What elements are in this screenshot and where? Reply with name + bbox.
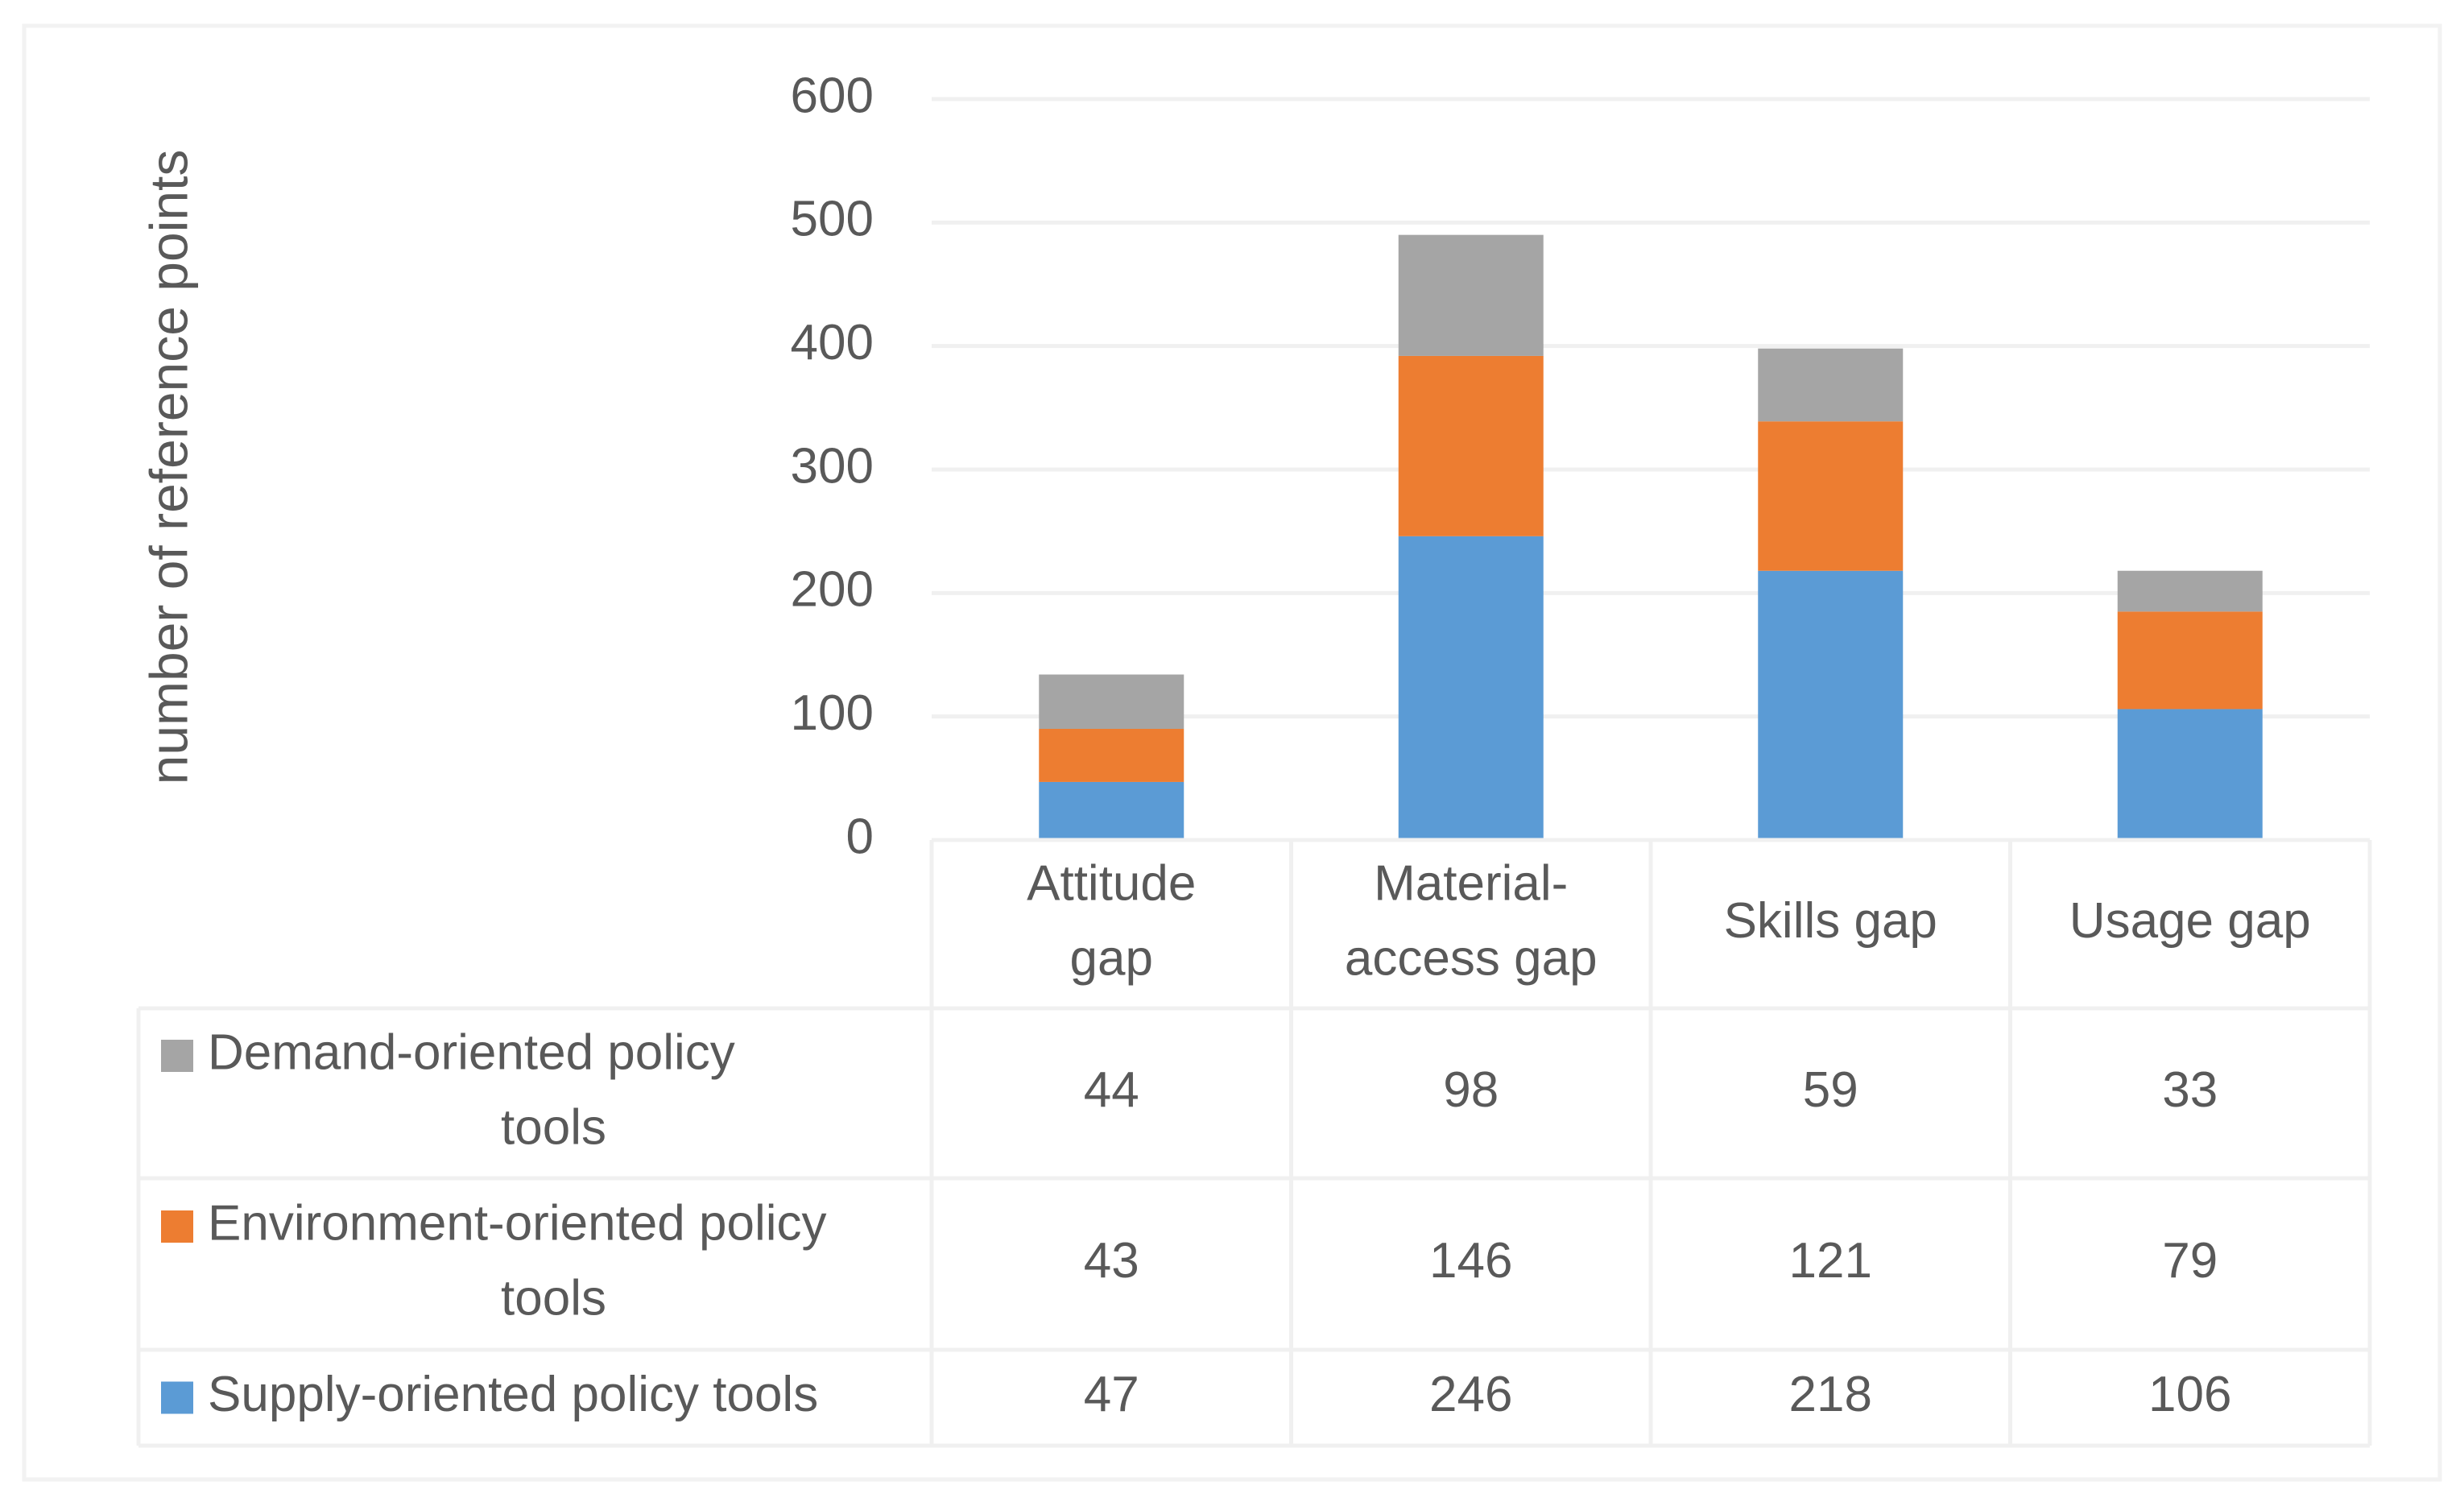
table-cell-value: 79: [2162, 1233, 2218, 1289]
bar-segment: [2117, 709, 2263, 840]
legend-key: [161, 1040, 193, 1072]
chart-frame: [22, 23, 2442, 1482]
category-label: Attitude gap: [1027, 855, 1196, 986]
table-cell-value: 47: [1084, 1367, 1139, 1422]
bar-segment: [1758, 421, 1904, 571]
bars: [1039, 234, 2263, 840]
y-tick-label: 100: [791, 685, 874, 741]
legend-key: [161, 1381, 193, 1414]
bar-segment: [1039, 781, 1184, 840]
table-cell-value: 106: [2148, 1367, 2231, 1422]
bar-segment: [1398, 355, 1544, 536]
y-tick-label: 0: [846, 809, 874, 864]
category-label: Usage gap: [2069, 893, 2311, 949]
table-cell-value: 43: [1084, 1233, 1139, 1289]
y-tick-label: 400: [791, 315, 874, 370]
table-cell-value: 146: [1429, 1233, 1512, 1289]
table-cell-value: 121: [1789, 1233, 1872, 1289]
data-table: Attitude gap Material-access gap Skills gap…: [136, 838, 2372, 1448]
y-axis-ticks: 0 100 200 300 400 500 600: [791, 68, 874, 864]
bar-segment: [1039, 729, 1184, 782]
table-cell-value: 33: [2162, 1062, 2218, 1118]
y-tick-label: 300: [791, 438, 874, 494]
table-cell-value: 59: [1803, 1062, 1858, 1118]
bar-segment: [1039, 674, 1184, 729]
legend-label: Environment-oriented policy tools: [208, 1195, 827, 1326]
bar-segment: [1758, 348, 1904, 422]
bar-segment: [1758, 570, 1904, 840]
table-cell-value: 44: [1084, 1062, 1139, 1118]
bar-segment: [2117, 611, 2263, 710]
legend-label: Supply-oriented policy tools: [208, 1367, 818, 1422]
category-label: Material-access gap: [1345, 855, 1598, 986]
bar-segment: [1398, 536, 1544, 840]
y-tick-label: 600: [791, 68, 874, 123]
y-tick-label: 200: [791, 562, 874, 618]
y-tick-label: 500: [791, 192, 874, 247]
legend-label: Demand-oriented policy tools: [208, 1024, 735, 1155]
bar-segment: [1398, 234, 1544, 356]
legend-key: [161, 1210, 193, 1243]
table-cell-value: 98: [1443, 1062, 1499, 1118]
table-cell-value: 246: [1429, 1367, 1512, 1422]
bar-segment: [2117, 570, 2263, 612]
y-axis-label: number of reference points: [138, 150, 198, 785]
category-label: Skills gap: [1724, 893, 1937, 949]
table-cell-value: 218: [1789, 1367, 1872, 1422]
